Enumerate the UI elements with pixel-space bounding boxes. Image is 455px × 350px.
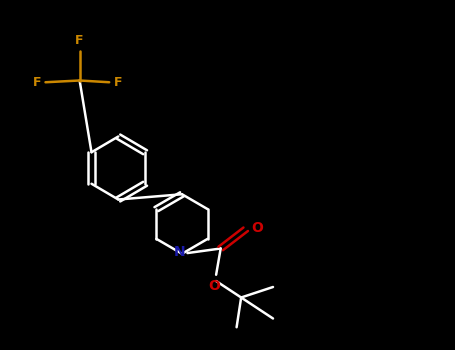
Text: F: F: [32, 76, 41, 89]
Text: N: N: [174, 245, 186, 259]
Text: F: F: [76, 34, 84, 47]
Text: O: O: [208, 279, 220, 293]
Text: F: F: [114, 76, 122, 89]
Text: O: O: [251, 220, 263, 234]
